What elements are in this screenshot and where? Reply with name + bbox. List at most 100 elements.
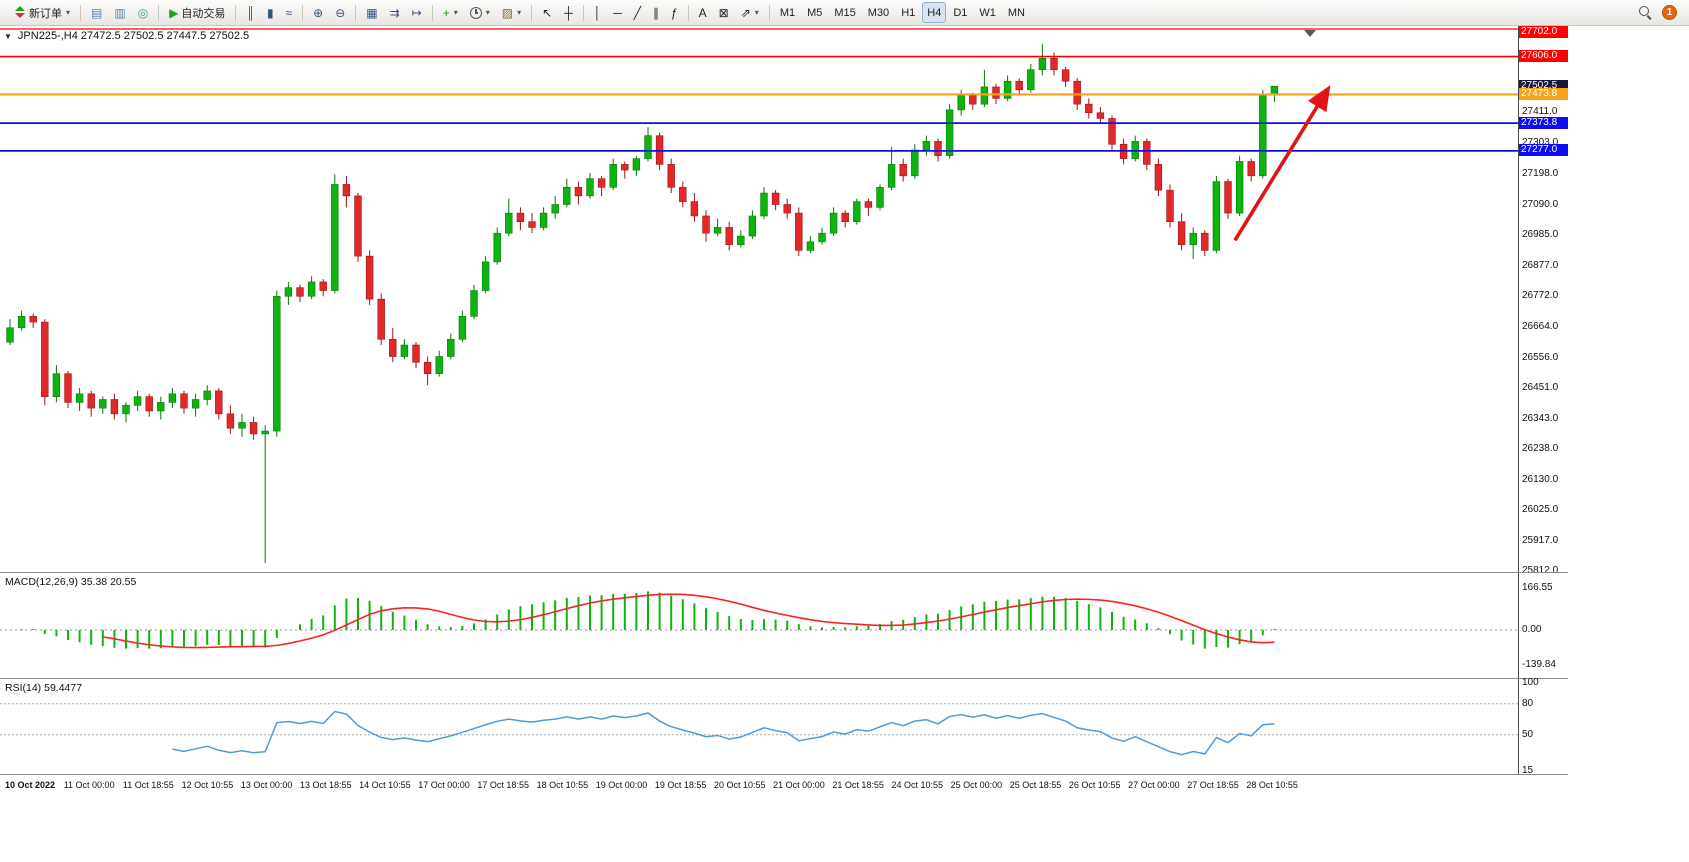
timeframe-d1[interactable]: D1: [948, 2, 972, 23]
price-chart-canvas[interactable]: [0, 26, 1518, 572]
rsi-line: [172, 710, 1275, 756]
dropdown-caret-icon: ▾: [66, 8, 71, 17]
time-axis-label: 26 Oct 10:55: [1068, 780, 1121, 790]
timeframe-mn[interactable]: MN: [1003, 2, 1030, 23]
zoom-out-icon: ⊖: [335, 5, 346, 20]
ohlc-bars-icon[interactable]: ║: [241, 2, 260, 23]
market-watch-icon: ▤: [91, 5, 103, 20]
crosshair-icon: ┼: [564, 5, 573, 20]
price-tick-label: 26877.0: [1522, 259, 1559, 271]
price-tag: 27702.0: [1519, 26, 1568, 38]
toolbar-separator: [80, 4, 82, 21]
dropdown-caret-icon: ▾: [754, 8, 759, 17]
macd-scale[interactable]: 166.55 0.00 -139.84: [1518, 573, 1568, 678]
time-axis-label: 28 Oct 10:55: [1246, 780, 1298, 790]
crosshair-icon[interactable]: ┼: [559, 2, 578, 23]
autotrading-button[interactable]: ▶ 自动交易: [164, 2, 230, 23]
templates-button: ▨: [501, 5, 514, 20]
time-axis-label: 27 Oct 00:00: [1128, 780, 1180, 790]
data-window-icon: ▥: [114, 5, 126, 20]
channel-icon: ∥: [652, 5, 659, 20]
text-label-icon[interactable]: ⊠: [714, 2, 734, 23]
time-axis-label: 11 Oct 18:55: [122, 780, 174, 790]
time-axis-label: 19 Oct 00:00: [595, 780, 648, 790]
search-icon[interactable]: [1638, 5, 1653, 20]
time-axis[interactable]: 10 Oct 2022 11 Oct 00:00 11 Oct 18:55 12 Oc…: [0, 774, 1568, 796]
trendline-icon[interactable]: ╱: [629, 2, 646, 23]
price-tick-label: 26664.0: [1522, 320, 1559, 332]
time-axis-label: 24 Oct 10:55: [891, 780, 944, 790]
horizontal-line-icon[interactable]: ─: [608, 2, 627, 23]
time-axis-label: 20 Oct 10:55: [714, 780, 766, 790]
auto-scroll-icon[interactable]: ⇉: [385, 2, 405, 23]
templates-button[interactable]: ▨ ▾: [497, 2, 526, 23]
price-tick-label: 26238.0: [1522, 442, 1559, 454]
rsi-tick-label: 100: [1522, 677, 1539, 688]
cursor-icon[interactable]: ↖: [537, 2, 557, 23]
arrows-icon[interactable]: ⇗ ▾: [736, 2, 764, 23]
timeframe-h4[interactable]: H4: [922, 2, 947, 23]
zoom-in-icon[interactable]: ⊕: [308, 2, 328, 23]
time-axis-label: 18 Oct 10:55: [536, 780, 589, 790]
vertical-line-icon[interactable]: │: [589, 2, 607, 23]
text-icon[interactable]: A: [694, 2, 712, 23]
rsi-canvas[interactable]: [0, 679, 1518, 775]
timeframe-m1[interactable]: M1: [775, 2, 800, 23]
channel-icon[interactable]: ∥: [648, 2, 664, 23]
text-label-icon: ⊠: [718, 5, 729, 20]
timeframe-m30[interactable]: M30: [863, 2, 894, 23]
chart-shift-marker-icon[interactable]: [1304, 30, 1316, 37]
fibonacci-icon[interactable]: ƒ: [666, 2, 683, 23]
autotrading-button: ▶: [169, 5, 179, 20]
toolbar-separator: [355, 4, 357, 21]
navigator-icon[interactable]: ◎: [133, 2, 153, 23]
notification-badge[interactable]: 1: [1662, 5, 1677, 20]
time-axis-label: 25 Oct 18:55: [1009, 780, 1062, 790]
macd-tick-label: 0.00: [1522, 624, 1542, 635]
new-order-button[interactable]: 新订单 ▾: [9, 2, 75, 23]
toolbar-separator: [582, 4, 584, 21]
rsi-scale[interactable]: 100 80 50 15: [1518, 677, 1568, 776]
time-axis-label: 21 Oct 18:55: [832, 780, 884, 790]
dropdown-caret-icon: ▾: [517, 8, 522, 17]
price-tag: 27606.0: [1519, 50, 1568, 63]
data-window-icon[interactable]: ▥: [109, 2, 130, 23]
price-tick-label: 26556.0: [1522, 351, 1559, 363]
price-tick-label: 27090.0: [1522, 198, 1559, 210]
toolbar-right: 1: [1638, 5, 1681, 20]
price-tick-label: 26130.0: [1522, 473, 1559, 485]
timeframe-h1[interactable]: H1: [896, 2, 920, 23]
trend-arrow-annotation[interactable]: [1233, 85, 1331, 242]
periods-button[interactable]: ▾: [465, 2, 495, 23]
rsi-name: RSI(14): [5, 682, 42, 694]
macd-canvas[interactable]: [0, 573, 1518, 679]
time-axis-label: 10 Oct 2022: [4, 780, 56, 790]
rsi-value: 59.4477: [44, 682, 83, 694]
tile-windows-icon[interactable]: ▦: [361, 2, 382, 23]
autotrading-button-label: 自动交易: [181, 7, 226, 20]
timeframe-m15[interactable]: M15: [829, 2, 860, 23]
vertical-line-icon: │: [593, 5, 602, 20]
line-chart-icon[interactable]: ≈: [281, 2, 298, 23]
time-axis-label: 11 Oct 00:00: [63, 780, 115, 790]
macd-signal-line: [102, 593, 1275, 649]
zoom-in-icon: ⊕: [313, 5, 324, 20]
main-chart-pane: ▼ JPN225-,H4 27472.5 27502.5 27447.5 275…: [0, 26, 1568, 576]
horizontal-level-lines[interactable]: [0, 28, 1518, 152]
candlestick-icon[interactable]: ▮: [262, 2, 279, 23]
macd-tick-label: 166.55: [1522, 582, 1553, 594]
symbol-overlay: ▼ JPN225-,H4 27472.5 27502.5 27447.5 275…: [4, 30, 249, 42]
timeframe-m5[interactable]: M5: [802, 2, 827, 23]
toolbar-separator: [158, 4, 160, 21]
market-watch-icon[interactable]: ▤: [86, 2, 107, 23]
zoom-out-icon[interactable]: ⊖: [330, 2, 350, 23]
trendline-icon: ╱: [633, 5, 641, 20]
timeframe-w1[interactable]: W1: [974, 2, 1001, 23]
chart-menu-icon[interactable]: ▼: [4, 31, 12, 41]
price-tick-label: 25812.0: [1522, 565, 1559, 576]
dropdown-caret-icon: ▾: [453, 8, 458, 17]
price-scale[interactable]: 27411.0 27303.0 27198.0 27090.0 26985.0 26877…: [1518, 26, 1568, 576]
chart-shift-icon[interactable]: ↦: [407, 2, 427, 23]
price-tick-label: 27303.0: [1522, 137, 1559, 149]
indicators-button[interactable]: + ▾: [438, 2, 463, 23]
